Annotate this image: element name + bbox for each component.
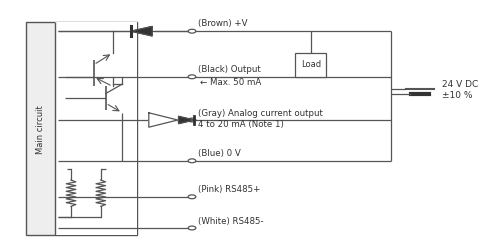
Circle shape [188, 195, 196, 199]
Bar [26, 22, 137, 235]
Polygon shape [179, 116, 194, 124]
Text: (White) RS485-: (White) RS485- [198, 217, 264, 226]
Circle shape [188, 118, 196, 122]
Text: (Gray) Analog current output
4 to 20 mA (Note 1): (Gray) Analog current output 4 to 20 mA … [198, 109, 323, 128]
Circle shape [188, 159, 196, 163]
Text: Load: Load [301, 60, 321, 69]
Text: ← Max. 50 mA: ← Max. 50 mA [200, 78, 262, 87]
Bar [295, 53, 326, 77]
Text: (Black) Output: (Black) Output [198, 65, 261, 74]
Circle shape [188, 75, 196, 79]
Bar [55, 22, 137, 235]
Text: (Blue) 0 V: (Blue) 0 V [198, 149, 240, 158]
Polygon shape [131, 26, 152, 36]
Text: 24 V DC
±10 %: 24 V DC ±10 % [442, 80, 478, 100]
Text: (Brown) +V: (Brown) +V [198, 19, 247, 28]
Circle shape [188, 226, 196, 230]
Text: (Pink) RS485+: (Pink) RS485+ [198, 185, 260, 194]
Circle shape [188, 29, 196, 33]
Text: Main circuit: Main circuit [36, 105, 45, 154]
Polygon shape [149, 113, 178, 127]
